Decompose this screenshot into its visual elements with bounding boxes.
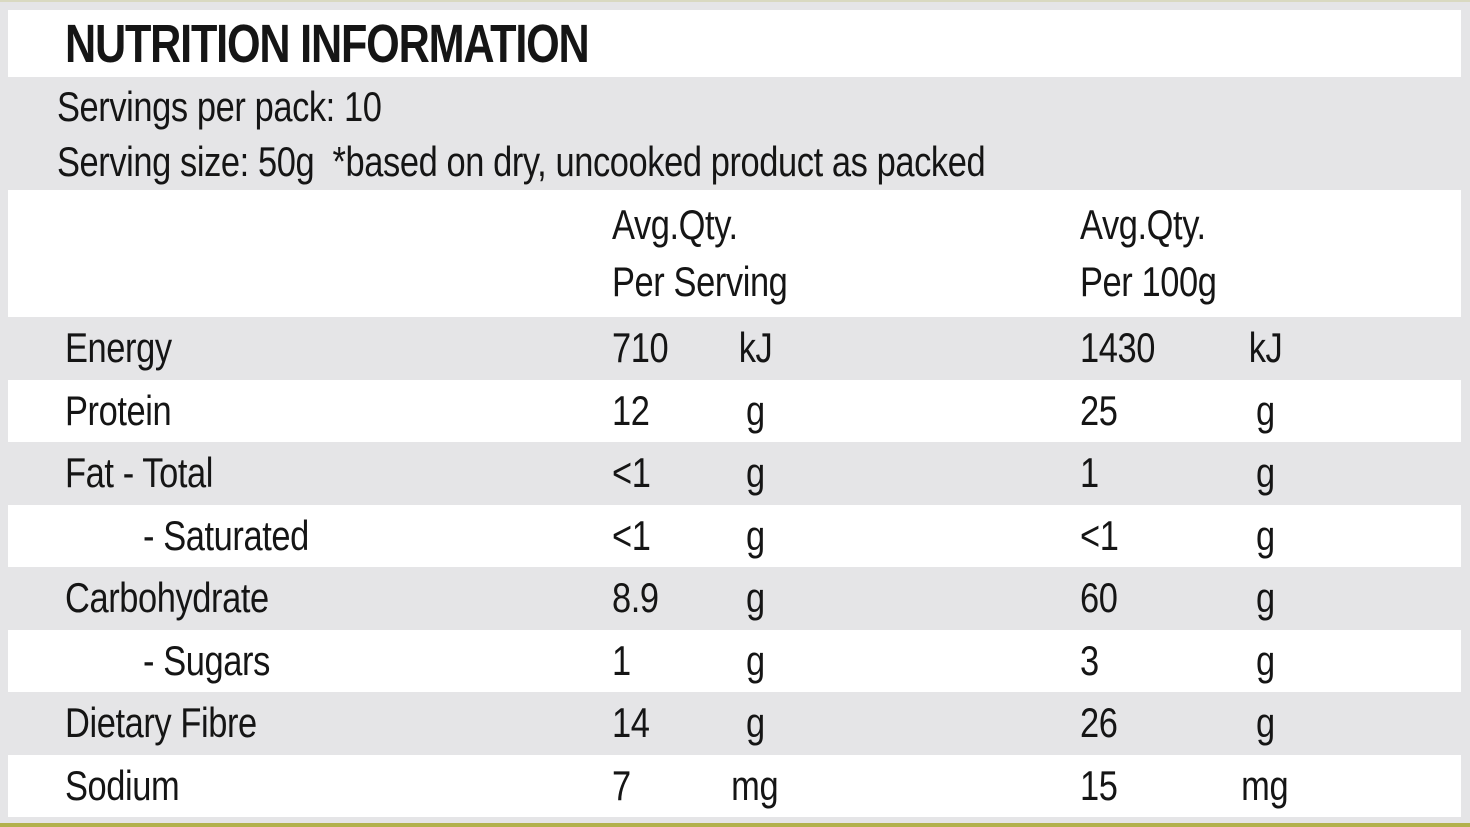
table-row-dietary-fibre: Dietary Fibre 14 g 26 g xyxy=(8,692,1461,755)
per-serving-unit: g xyxy=(745,636,765,684)
nutrient-label: - Sugars xyxy=(143,636,270,684)
per-100g-value: 1 xyxy=(1080,449,1099,497)
per-serving-header-line1: Avg.Qty. xyxy=(612,201,738,248)
per-serving-value: 710 xyxy=(612,324,669,372)
per-100g-value: 1430 xyxy=(1080,324,1155,372)
panel-title: NUTRITION INFORMATION xyxy=(65,13,590,74)
per-100g-value: 15 xyxy=(1080,761,1118,809)
per-serving-value: 8.9 xyxy=(612,574,659,622)
per-100g-unit: mg xyxy=(1241,761,1289,809)
table-row-sodium: Sodium 7 mg 15 mg xyxy=(8,754,1461,817)
table-row-fat-total: Fat - Total <1 g 1 g xyxy=(8,442,1461,505)
column-header-per-100g: Avg.Qty. Per 100g xyxy=(1080,196,1461,310)
per-100g-value: <1 xyxy=(1080,511,1119,559)
per-serving-value: <1 xyxy=(612,511,651,559)
nutrient-label: Carbohydrate xyxy=(65,574,269,622)
table-row-carbohydrate: Carbohydrate 8.9 g 60 g xyxy=(8,567,1461,630)
per-100g-unit: g xyxy=(1255,574,1275,622)
nutrient-label: - Saturated xyxy=(143,511,309,559)
column-header-band: Avg.Qty. Per Serving Avg.Qty. Per 100g xyxy=(8,190,1461,317)
per-100g-header-line2: Per 100g xyxy=(1080,258,1217,305)
per-serving-value: 14 xyxy=(612,699,650,747)
per-100g-unit: g xyxy=(1255,449,1275,497)
per-serving-unit: g xyxy=(745,386,765,434)
serving-size: Serving size: 50g *based on dry, uncooke… xyxy=(57,138,986,185)
per-100g-value: 25 xyxy=(1080,386,1118,434)
per-serving-unit: g xyxy=(745,574,765,622)
per-serving-value: 12 xyxy=(612,386,650,434)
nutrition-table: Energy 710 kJ 1430 kJ Protein 12 g 25 g … xyxy=(0,317,1470,817)
per-serving-unit: kJ xyxy=(738,324,772,372)
per-serving-header-line2: Per Serving xyxy=(612,258,788,305)
per-serving-value: 7 xyxy=(612,761,631,809)
per-100g-unit: g xyxy=(1255,386,1275,434)
serving-info: Servings per pack: 10 Serving size: 50g … xyxy=(0,77,1470,190)
per-100g-unit: kJ xyxy=(1248,324,1282,372)
nutrient-label: Dietary Fibre xyxy=(65,699,257,747)
nutrient-label: Energy xyxy=(65,324,172,372)
per-serving-unit: g xyxy=(745,449,765,497)
nutrient-label: Protein xyxy=(65,386,172,434)
table-row-protein: Protein 12 g 25 g xyxy=(8,379,1461,442)
servings-per-pack: Servings per pack: 10 xyxy=(57,83,382,130)
per-100g-unit: g xyxy=(1255,636,1275,684)
per-100g-unit: g xyxy=(1255,511,1275,559)
per-100g-value: 60 xyxy=(1080,574,1118,622)
per-100g-value: 26 xyxy=(1080,699,1118,747)
nutrient-label: Sodium xyxy=(65,761,180,809)
per-100g-value: 3 xyxy=(1080,636,1099,684)
title-band: NUTRITION INFORMATION xyxy=(8,10,1461,77)
per-100g-header-line1: Avg.Qty. xyxy=(1080,201,1206,248)
per-serving-value: 1 xyxy=(612,636,631,684)
table-row-sugars: - Sugars 1 g 3 g xyxy=(8,629,1461,692)
per-serving-unit: g xyxy=(745,511,765,559)
per-serving-unit: mg xyxy=(731,761,779,809)
per-serving-unit: g xyxy=(745,699,765,747)
per-serving-value: <1 xyxy=(612,449,651,497)
table-row-saturated: - Saturated <1 g <1 g xyxy=(8,504,1461,567)
per-100g-unit: g xyxy=(1255,699,1275,747)
nutrient-label: Fat - Total xyxy=(65,449,213,497)
table-row-energy: Energy 710 kJ 1430 kJ xyxy=(8,317,1461,380)
column-header-per-serving: Avg.Qty. Per Serving xyxy=(612,196,1080,310)
